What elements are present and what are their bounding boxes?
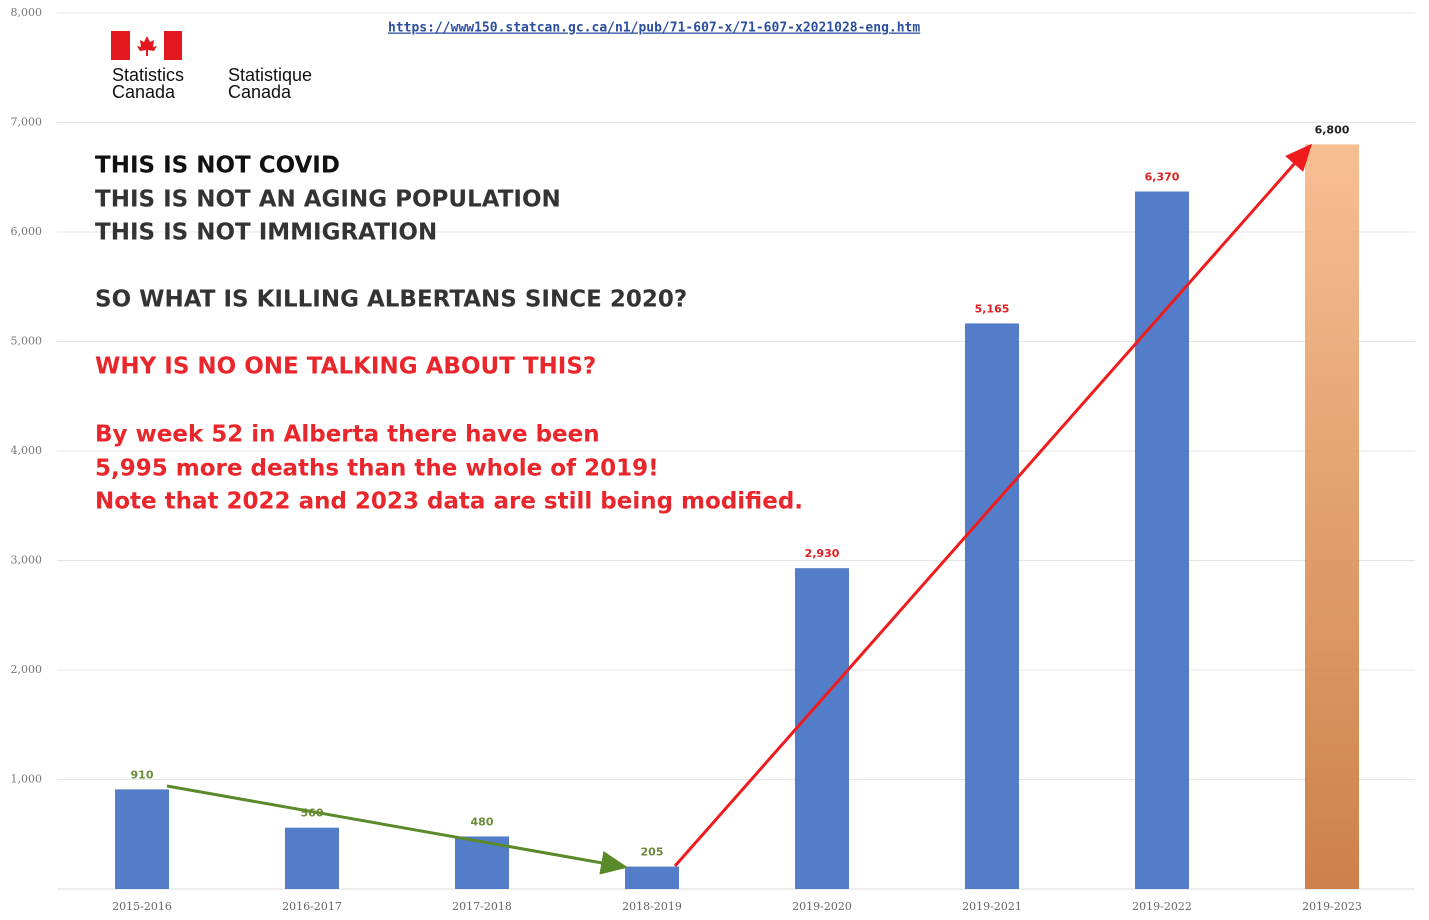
annotations: THIS IS NOT COVID THIS IS NOT AN AGING PO… xyxy=(95,153,803,515)
x-tick-label: 2019-2020 xyxy=(792,900,852,913)
logo-text: Canada xyxy=(228,82,292,102)
annotation: SO WHAT IS KILLING ALBERTANS SINCE 2020? xyxy=(95,287,687,313)
trend-arrow-red xyxy=(673,143,1312,867)
logo-text: Statistics xyxy=(112,65,184,85)
logo: Statistics Canada Statistique Canada xyxy=(111,31,312,102)
value-label: 6,800 xyxy=(1315,123,1350,136)
source-url[interactable]: https://www150.statcan.gc.ca/n1/pub/71-6… xyxy=(388,21,920,36)
value-label: 2,930 xyxy=(805,547,840,560)
x-tick-label: 2019-2022 xyxy=(1132,900,1192,913)
bar xyxy=(115,789,169,889)
annotation: Note that 2022 and 2023 data are still b… xyxy=(95,489,803,515)
value-label: 5,165 xyxy=(975,302,1010,315)
x-tick-label: 2015-2016 xyxy=(112,900,172,913)
value-label: 480 xyxy=(471,815,494,828)
flag-bar xyxy=(111,31,130,60)
value-label: 6,370 xyxy=(1145,170,1180,183)
x-tick-label: 2016-2017 xyxy=(282,900,342,913)
annotation: 5,995 more deaths than the whole of 2019… xyxy=(95,456,659,482)
y-tick-label: 6,000 xyxy=(11,225,43,238)
bar xyxy=(1135,191,1189,890)
bar xyxy=(795,568,849,889)
value-label: 205 xyxy=(641,846,664,859)
bar xyxy=(625,866,679,889)
logo-text: Canada xyxy=(112,82,176,102)
y-tick-label: 7,000 xyxy=(11,116,43,129)
y-tick-label: 4,000 xyxy=(11,444,43,457)
y-tick-label: 1,000 xyxy=(11,773,43,786)
value-label: 910 xyxy=(131,768,154,781)
x-tick-label: 2019-2021 xyxy=(962,900,1022,913)
annotation: By week 52 in Alberta there have been xyxy=(95,422,600,448)
y-tick-label: 2,000 xyxy=(11,663,43,676)
maple-leaf xyxy=(137,36,157,56)
x-tick-label: 2019-2023 xyxy=(1302,900,1362,913)
y-tick-label: 5,000 xyxy=(11,335,43,348)
annotation: THIS IS NOT COVID xyxy=(95,153,340,179)
annotation: WHY IS NO ONE TALKING ABOUT THIS? xyxy=(95,354,596,380)
y-tick-label: 3,000 xyxy=(11,554,43,567)
bars: 2015-20169102016-20175602017-20184802018… xyxy=(112,123,1362,913)
x-tick-label: 2018-2019 xyxy=(622,900,682,913)
y-tick-label: 8,000 xyxy=(11,6,43,19)
annotation: THIS IS NOT IMMIGRATION xyxy=(95,220,437,246)
annotation: THIS IS NOT AN AGING POPULATION xyxy=(95,187,561,213)
trend-arrow-green xyxy=(166,784,628,875)
bar xyxy=(1305,144,1359,889)
bar xyxy=(285,827,339,889)
bar xyxy=(965,323,1019,889)
logo-text: Statistique xyxy=(228,65,312,85)
flag-bar xyxy=(164,31,182,60)
grid: 1,000 2,000 3,000 4,000 5,000 6,000 7,000 8,000 xyxy=(11,6,1415,890)
x-tick-label: 2017-2018 xyxy=(452,900,512,913)
